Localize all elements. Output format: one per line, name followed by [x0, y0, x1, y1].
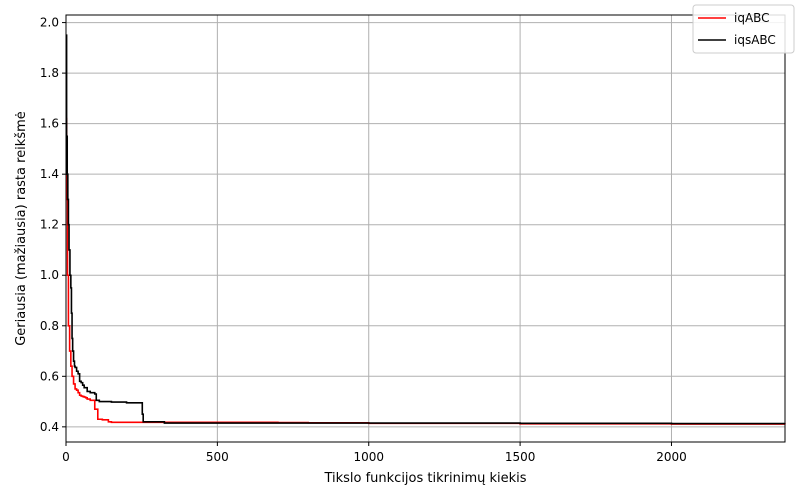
- x-axis-ticks: 0 500 1000 1500 2000: [62, 442, 687, 464]
- legend: iqABC iqsABC: [692, 4, 795, 54]
- plot-frame: [65, 14, 786, 443]
- legend-label-iqsabc: iqsABC: [734, 33, 776, 47]
- y-tick-label: 0.6: [40, 369, 59, 383]
- y-tick-label: 1.8: [40, 66, 59, 80]
- x-axis-label: Tikslo funkcijos tikrinimų kiekis: [323, 471, 526, 486]
- grid-lines: [65, 15, 785, 442]
- y-tick-label: 1.0: [40, 268, 59, 282]
- y-tick-label: 1.6: [40, 117, 59, 131]
- series-line-iqsabc: [65, 34, 785, 425]
- y-tick-label: 0.4: [40, 420, 59, 434]
- legend-box: [692, 4, 795, 54]
- x-tick-label: 1500: [505, 450, 536, 464]
- y-axis-ticks: 0.4 0.6 0.8 1.0 1.2 1.4 1.6 1.8 2.0: [40, 16, 66, 434]
- x-tick-label: 0: [62, 450, 70, 464]
- y-tick-label: 0.8: [40, 319, 59, 333]
- x-tick-label: 500: [206, 450, 229, 464]
- legend-label-iqabc: iqABC: [734, 11, 770, 25]
- x-tick-label: 1000: [353, 450, 384, 464]
- y-tick-label: 1.2: [40, 218, 59, 232]
- x-tick-label: 2000: [656, 450, 687, 464]
- y-axis-label: Geriausia (mažiausia) rasta reikšmė: [14, 111, 29, 346]
- y-tick-label: 2.0: [40, 16, 59, 30]
- series-layer: [65, 34, 786, 425]
- y-tick-label: 1.4: [40, 167, 59, 181]
